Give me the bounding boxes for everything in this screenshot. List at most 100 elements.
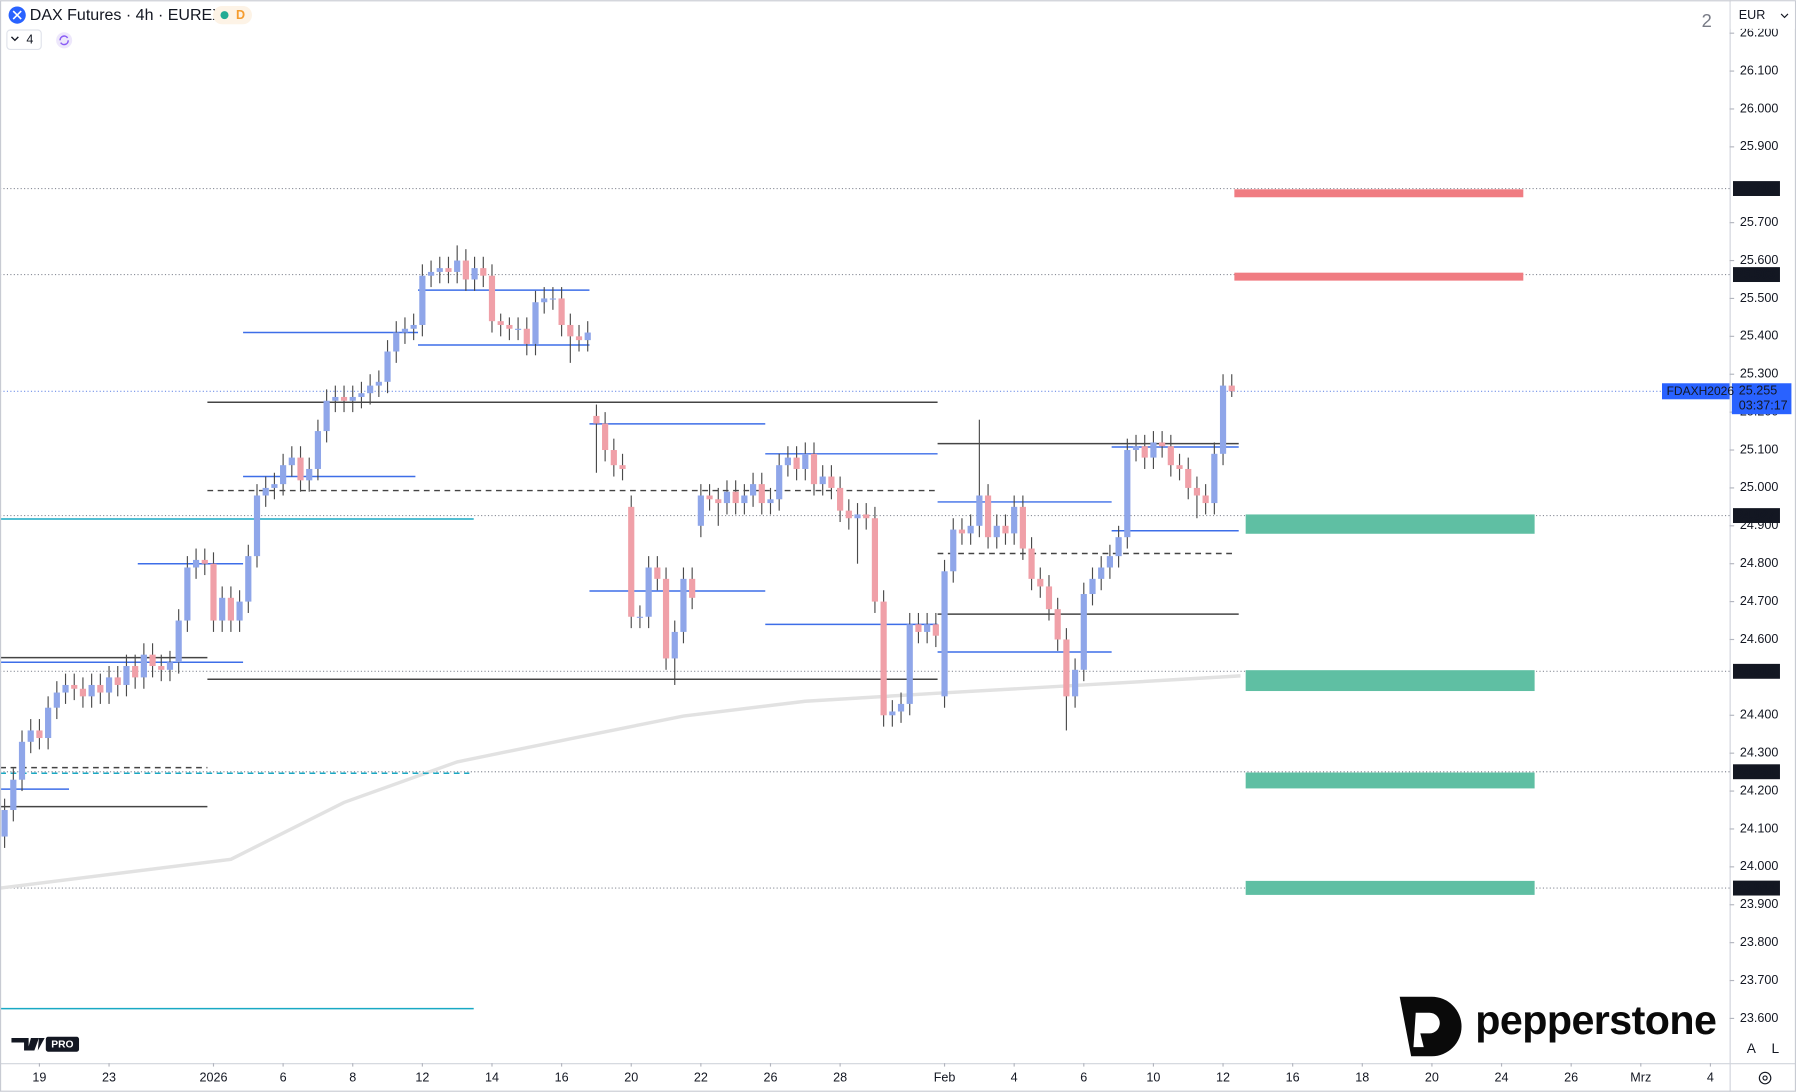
candle-body (828, 476, 835, 488)
brand-logo-inner (1413, 1012, 1440, 1048)
candle-body (558, 298, 565, 325)
candle-body (340, 396, 348, 401)
candle-body (384, 351, 391, 382)
candle-body (924, 624, 931, 632)
candle-body (445, 268, 452, 272)
last-price-bg (1731, 383, 1792, 415)
x-tick-label: 28 (833, 1070, 847, 1084)
candle-body (166, 662, 174, 670)
candle-body (358, 393, 365, 397)
candle-body (367, 385, 374, 394)
x-tick-label: 12 (1216, 1070, 1230, 1084)
y-tick-label: 25.500 (1740, 291, 1778, 305)
zone (1245, 514, 1535, 534)
candle-body (767, 499, 774, 504)
chart-title: DAX Futures · 4h · EUREX (30, 6, 223, 24)
y-tick-label: 25.000 (1740, 480, 1778, 494)
y-tick-label: 26.200 (1740, 26, 1778, 40)
candle-body (549, 298, 557, 300)
candle-body (497, 321, 504, 325)
log-scale-button[interactable]: L (1772, 1041, 1780, 1056)
indicator-toggle[interactable] (6, 29, 42, 51)
y-tick-label: 23.900 (1740, 897, 1778, 911)
price-label: 24.251 (1736, 765, 1774, 779)
candle-body (645, 567, 652, 617)
candle-body (671, 631, 678, 659)
sync-icon-bg[interactable] (56, 32, 73, 49)
candle-body (27, 730, 34, 742)
candle-body (175, 620, 182, 663)
candle-body (837, 487, 844, 511)
pro-badge (45, 1036, 80, 1052)
y-tick-label: 25.300 (1740, 367, 1778, 381)
candle-body (1141, 446, 1148, 458)
settings-icon-core (1762, 1075, 1768, 1081)
candle-body (1228, 385, 1235, 392)
candle-body (889, 711, 896, 716)
candle-body (288, 457, 295, 466)
plot-area (0, 187, 1730, 1010)
candle-body (950, 529, 957, 572)
candle-body (1176, 465, 1183, 469)
candle-body (271, 484, 278, 488)
candle-body (706, 495, 713, 500)
candle-body (610, 450, 617, 466)
candle-body (715, 499, 722, 504)
candle-body (636, 616, 644, 618)
candle-body (662, 578, 670, 659)
candle-body (732, 491, 739, 504)
candle-body (854, 514, 861, 519)
x-tick-label: 2026 (199, 1070, 227, 1084)
zone (1234, 272, 1524, 281)
candle-body (393, 332, 400, 352)
candle-body (628, 506, 635, 617)
candle-body (1072, 669, 1079, 697)
candle-body (654, 567, 661, 579)
candle-body (1028, 548, 1035, 579)
x-tick-label: 26 (1564, 1070, 1578, 1084)
candle-body (410, 324, 417, 329)
candle-body (793, 457, 800, 469)
auto-scale-button[interactable]: A (1747, 1041, 1757, 1056)
candle-body (71, 684, 78, 689)
currency-box[interactable] (1730, 1, 1795, 29)
candle-body (419, 275, 426, 325)
x-tick-label: Mrz (1630, 1070, 1651, 1084)
y-tick-label: 24.400 (1740, 708, 1778, 722)
candle-body (1193, 487, 1201, 496)
candle-body (506, 324, 513, 329)
x-tick-label: 8 (349, 1070, 356, 1084)
x-tick-label: 20 (624, 1070, 638, 1084)
candle-body (802, 453, 809, 469)
candle-body (10, 779, 17, 811)
candle-body (1106, 556, 1113, 568)
pro-text: PRO (51, 1040, 73, 1051)
candle-body (871, 518, 879, 602)
candle-body (749, 484, 757, 496)
candle-body (619, 465, 626, 469)
candle-body (1054, 609, 1061, 640)
y-tick-label: 23.700 (1740, 973, 1778, 987)
candle-body (323, 400, 330, 432)
candle-body (1063, 639, 1070, 697)
pane-number: 2 (1702, 10, 1712, 31)
candle-body (1, 810, 8, 837)
candle-body (1045, 586, 1053, 610)
candle-body (332, 396, 339, 401)
price-label-bg (1733, 880, 1780, 896)
candle-body (819, 476, 826, 485)
settings-icon[interactable] (1758, 1071, 1772, 1085)
candle-body (1080, 594, 1087, 670)
candle-body (349, 396, 356, 401)
x-tick-label: 24 (1495, 1070, 1509, 1084)
candle-body (1019, 506, 1026, 549)
candle-body (741, 495, 748, 504)
brand-name: pepperstone (1475, 997, 1716, 1043)
y-tick-label: 24.200 (1740, 783, 1778, 797)
tv-logo (11, 1037, 45, 1051)
